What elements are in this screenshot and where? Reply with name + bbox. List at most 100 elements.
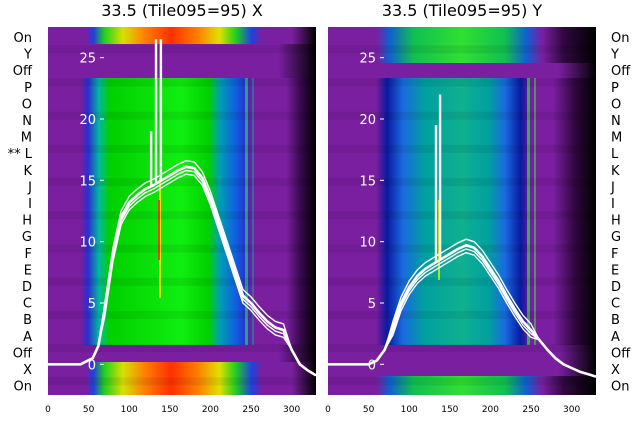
right-heatmap-main-band [328,78,596,345]
row-label: M [21,131,32,146]
y-tick-label: 15 [359,174,376,189]
row-label: F [611,247,618,262]
y-tick-label: 15 [79,174,96,189]
x-tick-label: 250 [522,405,539,415]
x-tick-label: 0 [45,405,51,415]
row-label: On [14,380,32,395]
row-label: K [23,164,32,179]
row-band [48,277,316,286]
row-label: B [23,313,32,328]
y-tick-label: 20 [79,113,96,128]
row-label: B [611,313,620,328]
row-label: P [24,81,32,96]
x-tick-label: 50 [363,405,375,415]
row-band [328,78,596,87]
row-label: M [611,131,622,146]
left-x-ticks: 0 50 100 150 200 250 300 [45,405,300,415]
overlay-trace-line [48,165,316,377]
left-heatmap-bottom-band [48,362,316,395]
overlay-trace-line [48,159,316,376]
row-label: On [611,31,629,46]
right-heatmap-top-band [328,27,596,63]
row-label: G [611,230,621,245]
row-label: I [28,197,32,212]
left-y-ticks: 0 5 10 15 20 25 [79,52,104,373]
row-label: D [611,280,621,295]
y-tick-label: 0 [368,358,376,373]
x-tick-label: 300 [283,405,300,415]
row-band [48,377,316,386]
row-label: E [24,263,32,278]
y-tick-label: 10 [79,236,96,251]
row-label: X [23,363,32,378]
x-tick-label: 150 [161,405,178,415]
row-band [48,310,316,319]
row-label: N [611,114,621,129]
row-label: F [25,247,32,262]
x-tick-label: 0 [325,405,331,415]
row-label: Off [611,64,631,79]
overlay-trace-line [48,169,316,376]
row-label: K [611,164,620,179]
x-tick-label: 300 [563,405,580,415]
x-tick-label: 250 [242,405,259,415]
row-band [328,178,596,187]
x-tick-label: 200 [202,405,219,415]
row-band [48,344,316,353]
right-heatmap-stripe [534,78,536,345]
left-heatmap-panel: 0 5 10 15 20 25 [48,27,316,395]
row-label: Y [23,48,32,63]
row-band [328,344,596,353]
row-label: Y [610,48,619,63]
right-x-ticks: 0 50 100 150 200 250 300 [325,405,580,415]
overlay-trace-line [328,248,596,378]
row-label: Off [611,346,631,361]
row-band [48,111,316,120]
row-label: I [611,197,615,212]
row-band [48,45,316,54]
left-row-bands [48,45,316,386]
row-band [48,78,316,87]
row-label: L [611,147,619,162]
y-tick-label: 25 [359,52,376,67]
y-tick-label: 0 [88,358,96,373]
left-heatmap-top-band [48,27,316,44]
row-label: C [611,297,620,312]
y-tick-label: 20 [359,113,376,128]
row-label: Off [13,346,33,361]
row-band [328,111,596,120]
y-tick-label: 10 [359,236,376,251]
row-band [48,144,316,153]
row-band [328,277,596,286]
row-label: H [22,214,32,229]
row-label: J [610,180,615,195]
row-band [328,377,596,386]
row-label: O [611,97,621,112]
left-heatmap-stripe [252,78,254,345]
row-label: On [611,380,629,395]
row-label: O [22,97,32,112]
left-heatmap-stripe [245,78,248,345]
right-heatmap-bottom-band [328,376,596,395]
row-label: A [611,330,620,345]
y-tick-label: 5 [88,297,96,312]
y-tick-label: 5 [368,297,376,312]
row-label: On [14,31,32,46]
left-heatmap-main-band [48,78,316,345]
row-label: ** L [8,147,33,162]
row-band [48,211,316,220]
row-label: N [22,114,32,129]
right-heatmap-panel: 0 5 10 15 20 25 [328,27,596,395]
left-panel-title: 33.5 (Tile095=95) X [101,1,263,20]
x-tick-label: 200 [482,405,499,415]
row-label: J [27,180,32,195]
row-band [48,178,316,187]
left-overlay [48,39,316,377]
row-label: Off [13,64,33,79]
row-label: A [23,330,32,345]
row-band [328,211,596,220]
row-label: E [611,263,619,278]
y-tick-label: 25 [79,52,96,67]
